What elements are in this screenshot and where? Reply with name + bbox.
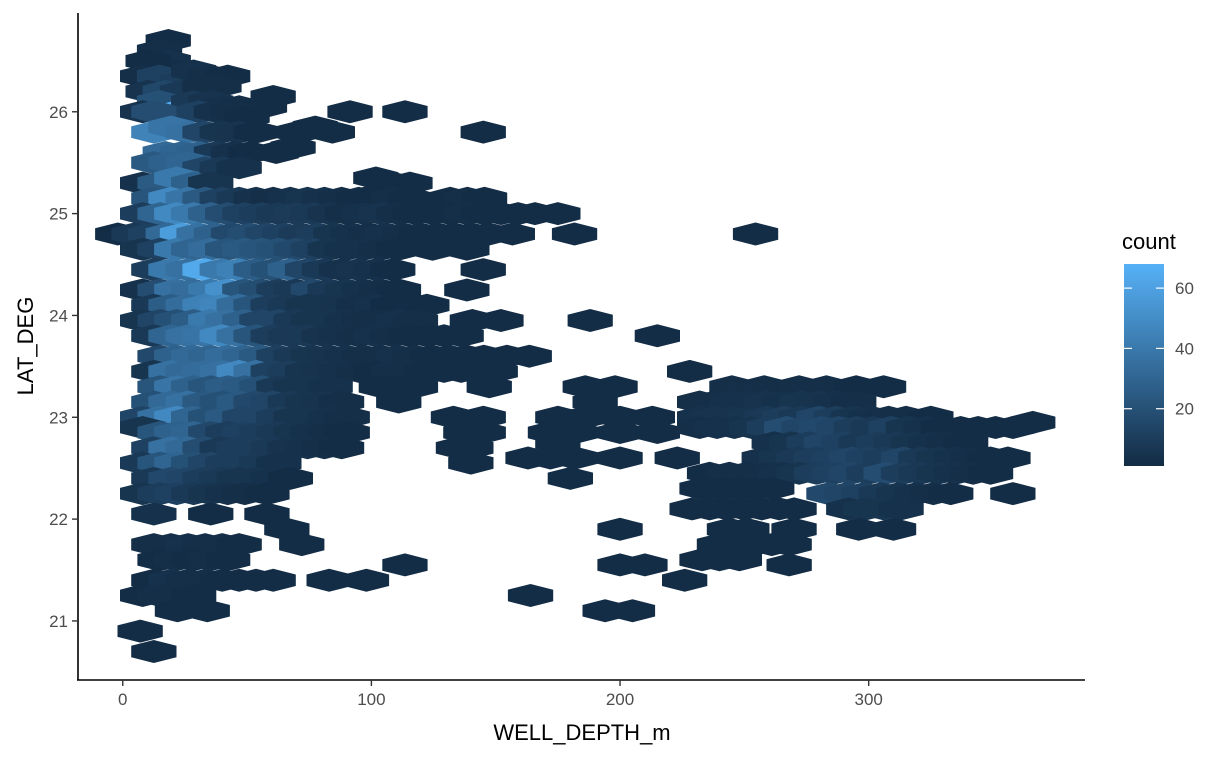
hex-bin <box>567 309 613 332</box>
hex-bin <box>318 436 365 460</box>
hex-bin <box>460 120 506 144</box>
color-legend: count 20 40 60 <box>1122 229 1194 466</box>
hex-bin <box>552 446 598 470</box>
y-tick-label: 21 <box>49 612 68 631</box>
hex-bin <box>309 120 355 144</box>
hex-bin <box>448 451 494 475</box>
x-tick-label: 100 <box>357 690 385 709</box>
hex-bin <box>597 517 643 541</box>
hex-bin <box>667 359 713 383</box>
hex-bin <box>117 619 163 643</box>
hex-bin <box>716 548 762 572</box>
y-tick-label: 24 <box>49 306 68 325</box>
hex-bin <box>990 482 1036 506</box>
legend-tick-label: 60 <box>1175 279 1194 298</box>
y-tick-label: 22 <box>49 510 68 529</box>
hex-bin <box>205 548 251 572</box>
hex-bin <box>489 222 535 246</box>
hex-bin <box>444 237 490 261</box>
hex-bin <box>306 568 352 592</box>
legend-title: count <box>1122 229 1176 254</box>
hex-bin <box>267 466 313 490</box>
hex-bin <box>370 258 416 282</box>
hex-bin <box>184 599 230 623</box>
x-tick-label: 0 <box>118 690 127 709</box>
hex-bin <box>343 568 390 592</box>
hex-bin <box>732 222 779 246</box>
hex-bin <box>535 202 581 226</box>
y-tick-label: 23 <box>49 408 68 427</box>
hex-bin <box>233 120 279 144</box>
hex-bin <box>244 482 290 506</box>
hex-bin <box>662 568 708 592</box>
y-axis-title: LAT_DEG <box>13 297 38 396</box>
hex-bin <box>771 497 817 521</box>
hex-bin <box>409 237 456 261</box>
hex-bin <box>327 100 373 124</box>
hex-bin <box>448 436 494 460</box>
hex-bin <box>375 237 422 261</box>
y-tick-label: 25 <box>49 205 68 224</box>
hex-bin <box>131 640 177 663</box>
y-axis-ticks: 21 22 23 24 25 26 <box>49 103 78 631</box>
hex-bin <box>622 553 668 577</box>
legend-colorbar <box>1124 264 1164 466</box>
hex-bin <box>766 533 812 557</box>
x-tick-label: 200 <box>606 690 634 709</box>
hexbin-layer <box>95 29 1056 663</box>
hex-bin <box>766 553 812 577</box>
hex-bin <box>1010 410 1056 434</box>
hex-bin <box>131 502 177 526</box>
hex-bin <box>861 375 907 399</box>
hex-bin <box>634 324 680 348</box>
hex-bin <box>438 324 484 348</box>
hex-bin <box>466 375 512 399</box>
hex-bin <box>188 502 234 526</box>
hex-bin <box>382 100 428 124</box>
hex-bin <box>597 446 643 470</box>
hex-bin <box>597 421 643 444</box>
hex-bin <box>382 553 428 577</box>
hex-bin <box>216 156 262 180</box>
hex-bin <box>551 222 598 246</box>
x-axis-title: WELL_DEPTH_m <box>493 720 670 745</box>
hex-bin <box>654 446 700 470</box>
hex-bin <box>478 309 524 332</box>
hex-bin <box>376 390 422 414</box>
y-tick-label: 26 <box>49 103 68 122</box>
x-axis-ticks: 0 100 200 300 <box>118 680 883 709</box>
hex-bin <box>460 258 506 282</box>
hex-bin <box>507 584 554 607</box>
hex-bin <box>244 502 290 526</box>
hex-bin <box>749 477 795 501</box>
hex-bin <box>444 278 490 302</box>
hex-bin <box>592 375 638 399</box>
hex-bin <box>967 461 1014 485</box>
hex-bin <box>250 568 296 592</box>
hex-bin <box>506 344 552 368</box>
hex-bin <box>547 466 593 490</box>
hex-bin <box>279 533 325 557</box>
hex-bin <box>878 497 924 521</box>
hex-bin <box>634 421 680 444</box>
hex-bin <box>928 482 974 506</box>
x-tick-label: 300 <box>854 690 882 709</box>
hex-bin <box>270 135 316 159</box>
hex-bin <box>609 599 656 623</box>
hex-bin <box>836 517 882 541</box>
legend-tick-label: 40 <box>1175 339 1194 358</box>
hex-bin <box>870 517 917 541</box>
legend-tick-label: 20 <box>1175 400 1194 419</box>
legend-ticks: 20 40 60 <box>1124 279 1194 419</box>
